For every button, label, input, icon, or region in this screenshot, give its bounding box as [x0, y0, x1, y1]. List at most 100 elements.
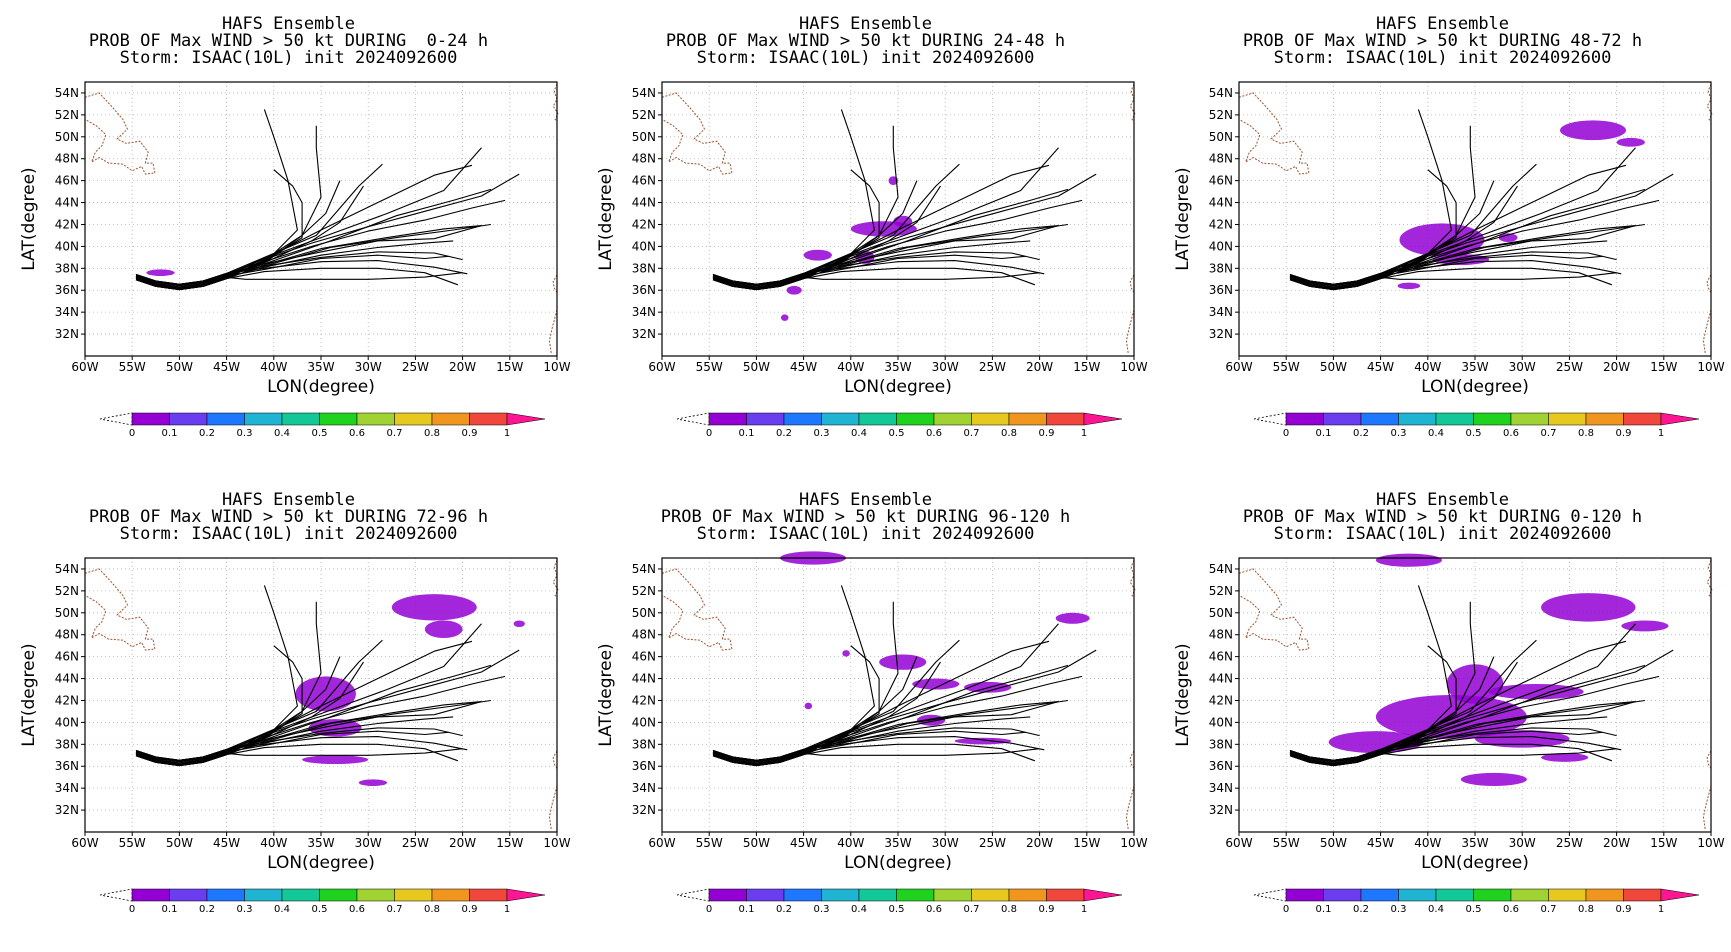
ensemble-track — [712, 254, 1026, 288]
colorbar-segment — [431, 888, 470, 902]
coastline — [661, 568, 733, 651]
y-tick-label: 52N — [55, 584, 79, 598]
coastlines — [661, 560, 1136, 830]
x-tick-label: 30W — [932, 836, 959, 850]
y-tick-label: 54N — [55, 86, 79, 100]
y-tick-label: 50N — [632, 130, 656, 144]
colorbar-label: 0.1 — [162, 428, 178, 439]
ensemble-track — [712, 730, 1026, 764]
colorbar-label: 0 — [706, 428, 712, 439]
y-tick-label: 38N — [632, 261, 656, 275]
y-tick-label: 42N — [632, 217, 656, 231]
y-tick-label: 48N — [632, 152, 656, 166]
colorbar-label: 0.5 — [1466, 904, 1482, 915]
y-tick-label: 44N — [632, 672, 656, 686]
x-tick-label: 60W — [1225, 360, 1252, 374]
y-tick-label: 36N — [632, 759, 656, 773]
y-tick-label: 50N — [1209, 606, 1233, 620]
coastline — [552, 274, 558, 293]
colorbar-label: 1 — [1658, 904, 1664, 915]
colorbar-segment — [394, 888, 433, 902]
coastline — [1706, 560, 1713, 598]
colorbar-segment — [1473, 888, 1512, 902]
y-tick-label: 32N — [55, 327, 79, 341]
colorbar-label: 1 — [1081, 904, 1087, 915]
chart-title-line-3: Storm: ISAAC(10L) init 2024092600 — [1273, 524, 1612, 544]
y-tick-label: 54N — [1209, 86, 1233, 100]
colorbar-label: 0.6 — [1503, 428, 1519, 439]
colorbar-segment — [1435, 888, 1474, 902]
y-tick-label: 34N — [1209, 781, 1233, 795]
y-tick-label: 52N — [55, 108, 79, 122]
colorbar-label: 0.8 — [424, 904, 440, 915]
chart-svg: 60W 55W 50W 45W 40W 35W 30W 25W 20W 15W 10W 32N 34N 3… — [1173, 81, 1725, 439]
x-tick-label: 40W — [260, 836, 287, 850]
x-tick-label: 45W — [790, 836, 817, 850]
probability-region — [1498, 233, 1518, 243]
colorbar-upper-extend — [506, 888, 546, 902]
y-tick-label: 42N — [632, 693, 656, 707]
ensemble-track — [135, 225, 482, 288]
y-tick-label: 38N — [632, 737, 656, 751]
x-tick-label: 15W — [1650, 836, 1677, 850]
colorbar-upper-extend — [1660, 888, 1700, 902]
y-tick-label: 52N — [1209, 108, 1233, 122]
x-axis-label: LON(degree) — [844, 377, 952, 397]
colorbar-segment — [431, 412, 470, 426]
y-tick-label: 44N — [1209, 672, 1233, 686]
y-tick-label: 46N — [1209, 174, 1233, 188]
x-tick-label: 35W — [1461, 360, 1488, 374]
probability-region — [295, 676, 356, 712]
ensemble-track — [135, 164, 473, 287]
y-tick-label: 54N — [632, 86, 656, 100]
colorbar-label: 0 — [129, 904, 135, 915]
colorbar-segment — [746, 888, 785, 902]
coastline — [552, 84, 559, 122]
colorbar-segment — [206, 888, 245, 902]
colorbar-label: 0.3 — [814, 904, 830, 915]
coastline — [1129, 560, 1136, 598]
x-tick-label: 55W — [696, 836, 723, 850]
colorbar-label: 0.3 — [814, 428, 830, 439]
probability-region — [1375, 553, 1442, 567]
colorbar-segment — [1623, 888, 1662, 902]
x-tick-label: 55W — [1273, 360, 1300, 374]
y-tick-label: 40N — [1209, 715, 1233, 729]
y-axis-label: LAT(degree) — [596, 167, 616, 270]
coastline — [1129, 274, 1135, 293]
x-tick-label: 25W — [979, 836, 1006, 850]
probability-region — [1559, 120, 1627, 141]
y-tick-label: 32N — [632, 803, 656, 817]
probability-region — [1460, 772, 1527, 786]
colorbar-label: 1 — [1658, 428, 1664, 439]
chart-title-line-3: Storm: ISAAC(10L) init 2024092600 — [119, 524, 458, 544]
ensemble-track — [135, 254, 449, 288]
colorbar-label: 0.7 — [387, 904, 403, 915]
probability-region — [424, 620, 463, 639]
chart-title-line-1: HAFS Ensemble — [221, 490, 356, 510]
y-tick-label: 34N — [55, 781, 79, 795]
chart-svg: 60W 55W 50W 45W 40W 35W 30W 25W 20W 15W 10W 32N 34N 3… — [596, 81, 1148, 439]
colorbar-segment — [1435, 412, 1474, 426]
x-tick-label: 35W — [1461, 836, 1488, 850]
colorbar-segment — [1323, 412, 1362, 426]
x-tick-label: 50W — [1320, 836, 1347, 850]
colorbar-label: 0.3 — [237, 904, 253, 915]
x-tick-label: 10W — [543, 836, 570, 850]
chart-svg: 60W 55W 50W 45W 40W 35W 30W 25W 20W 15W 10W 32N 34N 3… — [19, 81, 571, 439]
x-tick-label: 30W — [355, 836, 382, 850]
colorbar-label: 0.4 — [274, 904, 290, 915]
colorbar-label: 0.9 — [1039, 428, 1055, 439]
chart-title-line-3: Storm: ISAAC(10L) init 2024092600 — [696, 48, 1035, 68]
x-tick-label: 35W — [884, 360, 911, 374]
colorbar-segment — [1008, 412, 1047, 426]
ensemble-tracks — [1289, 585, 1674, 767]
colorbar-segment — [708, 888, 747, 902]
colorbar-label: 0.1 — [162, 904, 178, 915]
x-tick-label: 40W — [1414, 836, 1441, 850]
colorbar-label: 0.8 — [1578, 428, 1594, 439]
x-tick-label: 55W — [1273, 836, 1300, 850]
colorbar-segment — [206, 412, 245, 426]
x-tick-label: 50W — [1320, 360, 1347, 374]
probability-region — [780, 314, 789, 321]
